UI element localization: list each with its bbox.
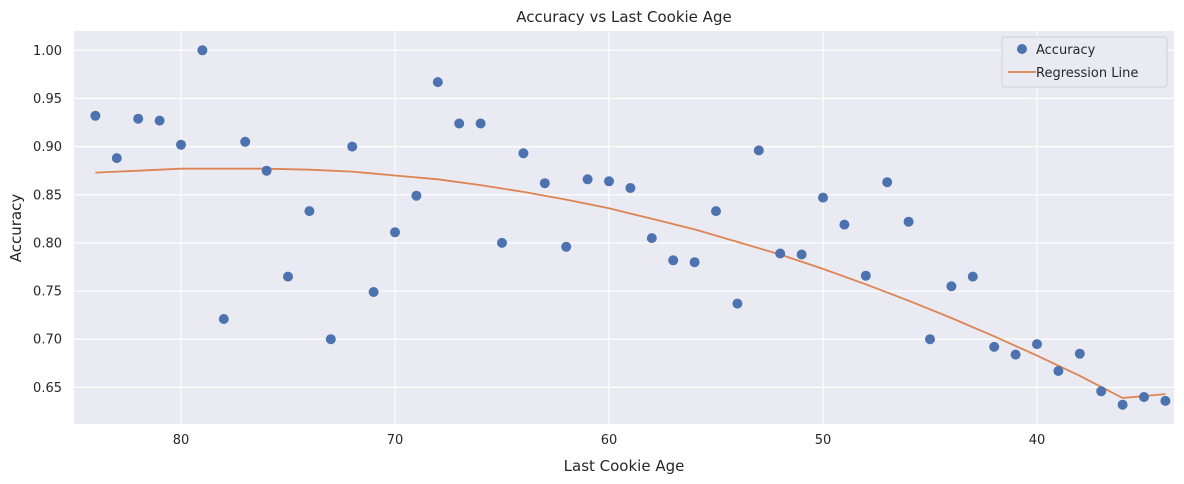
x-tick-labels: 80 70 60 50 40	[173, 433, 1046, 448]
regression-line	[95, 167, 1166, 399]
data-point	[176, 139, 186, 150]
data-point	[604, 176, 614, 187]
data-point	[796, 249, 807, 260]
data-point	[1053, 366, 1064, 376]
data-point	[368, 287, 379, 297]
y-tick-label: 0.65	[33, 381, 62, 396]
data-point	[133, 113, 144, 124]
y-tick-label: 0.75	[33, 285, 62, 300]
legend: Accuracy Regression Line	[1001, 36, 1168, 88]
data-point	[1074, 348, 1085, 359]
x-tick-label: 50	[815, 433, 832, 448]
data-point	[646, 233, 657, 244]
x-axis-label: Last Cookie Age	[564, 457, 685, 475]
y-axis-label: Accuracy	[7, 194, 25, 263]
legend-box	[1001, 36, 1168, 88]
y-tick-label: 0.80	[33, 236, 62, 251]
x-tick-label: 70	[387, 433, 404, 448]
data-point	[325, 334, 336, 345]
data-point	[1139, 392, 1149, 402]
data-point	[1010, 349, 1021, 360]
regression-line-layer	[95, 167, 1166, 399]
grid	[74, 31, 1174, 424]
y-tick-label: 0.90	[33, 140, 62, 155]
data-point	[111, 153, 122, 164]
data-point	[860, 270, 871, 281]
data-point	[283, 271, 293, 282]
data-point	[1096, 386, 1107, 397]
data-point	[882, 177, 893, 188]
data-point	[261, 165, 272, 176]
legend-label-accuracy: Accuracy	[1036, 43, 1096, 58]
data-point	[539, 178, 550, 189]
legend-label-regression-line: Regression Line	[1036, 66, 1138, 81]
data-point	[197, 45, 208, 56]
data-point	[668, 255, 679, 266]
data-point	[497, 237, 507, 248]
data-point	[347, 141, 358, 152]
data-point	[561, 241, 572, 252]
data-point	[1117, 399, 1128, 410]
data-point	[839, 219, 850, 230]
data-point	[454, 118, 465, 129]
data-point	[582, 174, 593, 185]
data-point	[475, 118, 486, 129]
data-point	[967, 271, 978, 282]
data-point	[1160, 395, 1171, 406]
data-point	[946, 281, 957, 292]
data-point	[154, 115, 165, 126]
data-point	[753, 145, 764, 156]
data-point	[90, 110, 101, 121]
y-tick-labels: 0.65 0.70 0.75 0.80 0.85 0.90 0.95 1.00	[33, 44, 62, 396]
data-point	[1032, 339, 1042, 350]
data-point	[625, 183, 636, 193]
x-tick-label: 40	[1029, 433, 1046, 448]
data-point	[818, 192, 828, 203]
data-point	[711, 206, 721, 217]
x-tick-label: 80	[173, 433, 190, 448]
data-point	[218, 314, 229, 324]
data-point	[775, 248, 786, 259]
x-tick-label: 60	[601, 433, 618, 448]
data-point	[689, 257, 700, 268]
legend-marker-accuracy	[1017, 44, 1027, 54]
plot-background	[74, 31, 1174, 424]
y-tick-label: 0.95	[33, 92, 62, 107]
data-point	[989, 341, 1000, 352]
data-point	[411, 190, 422, 201]
data-point	[732, 298, 743, 309]
data-point	[925, 334, 935, 345]
points-layer	[90, 45, 1171, 410]
chart-title: Accuracy vs Last Cookie Age	[516, 8, 731, 26]
y-tick-label: 0.85	[33, 188, 62, 203]
data-point	[390, 227, 400, 238]
data-point	[903, 216, 914, 227]
data-point	[240, 136, 251, 147]
y-tick-label: 1.00	[33, 44, 62, 59]
data-point	[518, 148, 529, 159]
y-tick-label: 0.70	[33, 333, 62, 348]
data-point	[304, 206, 315, 217]
data-point	[432, 77, 443, 88]
